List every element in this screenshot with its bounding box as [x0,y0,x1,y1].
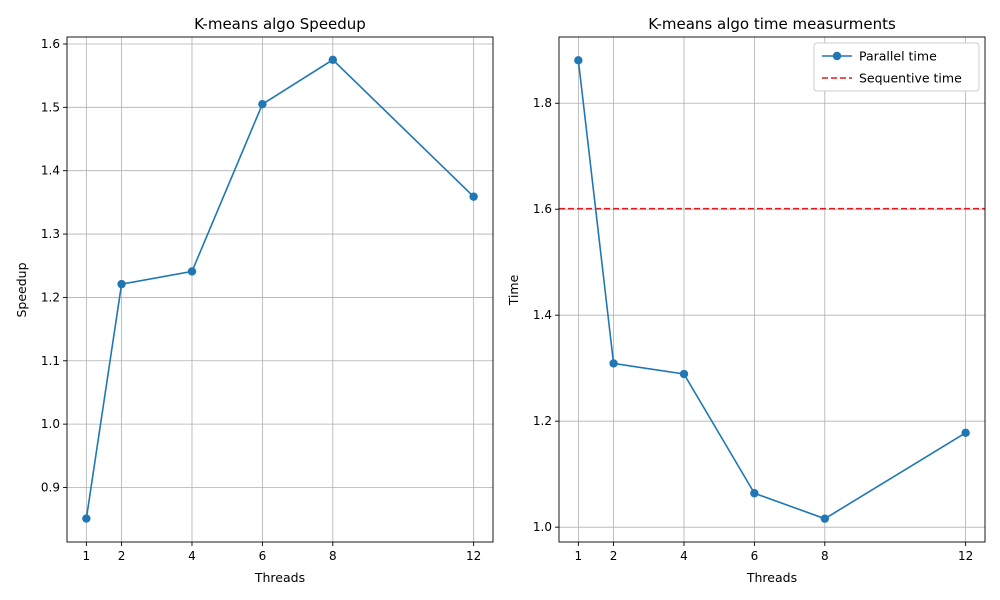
speedup-y-tick-label: 1.2 [41,290,60,304]
time-series-line [577,60,967,520]
time-data-point [750,489,759,498]
time-subplot: 1 2 4 6 8 121.01.21.41.61.8 K-means algo time… [506,15,986,585]
speedup-y-tick-label: 1.4 [41,164,60,178]
speedup-x-tick-label: 2 [118,549,126,563]
speedup-x-tick-label: 12 [466,549,481,563]
time-y-tick-label: 1.4 [533,308,552,322]
speedup-y-tick-label: 1.0 [41,417,60,431]
speedup-y-tick-label: 1.5 [41,100,60,114]
speedup-y-tick-label: 1.3 [41,227,60,241]
time-y-tick-label: 1.0 [533,520,552,534]
speedup-x-tick-label: 4 [188,549,196,563]
time-x-tick-label: 8 [821,549,829,563]
speedup-y-tick-label: 0.9 [41,481,60,495]
legend-sequential-label: Sequentive time [859,71,962,86]
speedup-y-tick-label: 1.1 [41,354,60,368]
legend-parallel-marker [832,51,842,61]
speedup-x-tick-label: 6 [259,549,267,563]
speedup-grid [67,37,493,542]
speedup-data-point [328,55,338,65]
speedup-x-tick-label: 8 [329,549,337,563]
speedup-chart-title: K-means algo Speedup [194,15,366,33]
speedup-subplot: 1 2 4 6 8 120.91.01.11.21.31.41.51.6 K-means … [14,15,494,585]
time-data-point [820,514,830,523]
speedup-series-line [85,58,475,519]
speedup-data-point [469,192,478,201]
time-x-axis-label: Threads [746,570,797,585]
time-plot-frame [558,36,986,543]
time-y-tick-label: 1.2 [533,414,552,428]
time-x-tick-label: 1 [575,549,583,563]
time-data-point [961,428,970,438]
speedup-y-axis-label: Speedup [14,262,29,317]
time-grid [559,37,985,542]
speedup-plot-frame [66,36,494,543]
time-data-point [609,359,618,368]
time-x-tick-label: 4 [680,549,688,563]
speedup-y-tick-label: 1.6 [41,37,60,51]
time-chart-title: K-means algo time measurments [648,15,896,33]
legend-parallel-label: Parallel time [859,49,937,64]
speedup-x-tick-label: 1 [83,549,91,563]
time-y-tick-label: 1.6 [533,202,552,216]
time-x-tick-label: 12 [958,549,973,563]
time-data-point [679,369,689,379]
time-x-tick-label: 2 [610,549,618,563]
legend-box [813,42,980,92]
speedup-data-point [258,99,267,109]
time-y-tick-label: 1.8 [533,96,552,110]
time-data-point [574,56,583,65]
speedup-data-point [82,514,91,523]
time-x-tick-label: 6 [751,549,759,563]
speedup-data-point [187,267,197,276]
speedup-x-axis-label: Threads [254,570,305,585]
legend: Parallel time Sequentive time [813,42,980,92]
speedup-data-point [117,279,126,289]
time-y-axis-label: Time [506,274,521,306]
